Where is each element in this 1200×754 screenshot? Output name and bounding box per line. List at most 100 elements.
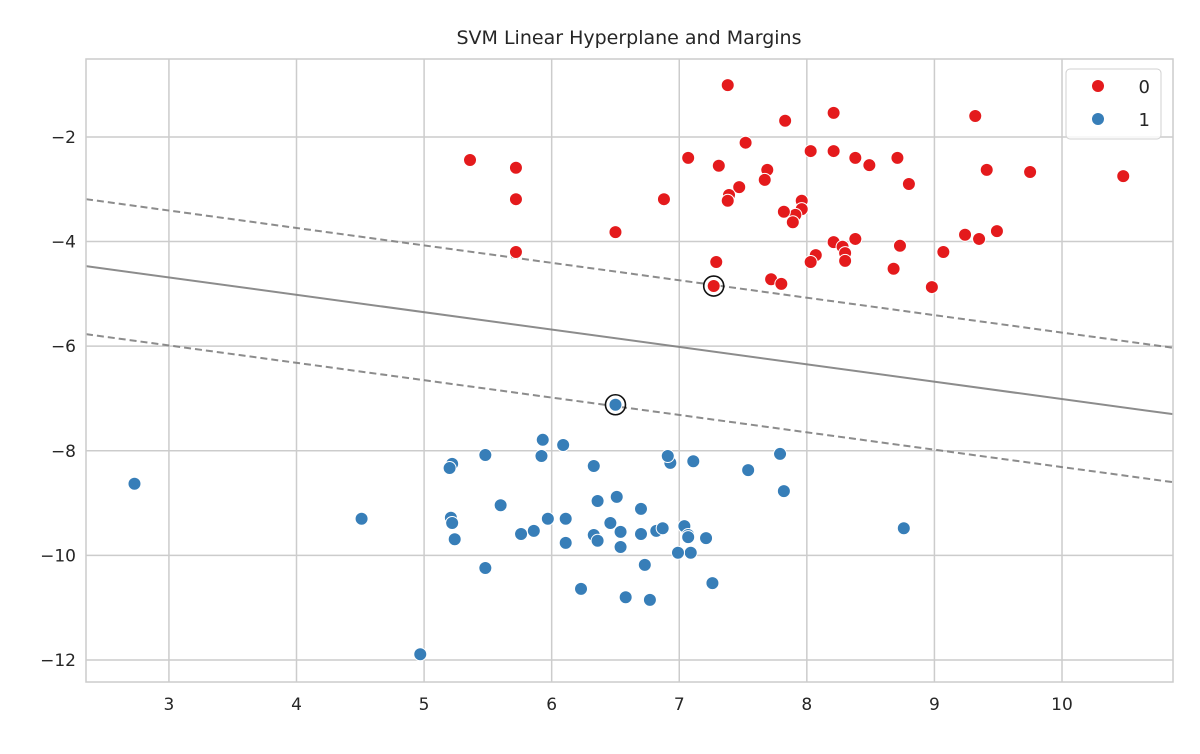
- data-point-class-1: [609, 489, 624, 504]
- data-point-class-0: [958, 227, 973, 242]
- data-point-class-0: [886, 261, 901, 276]
- legend-marker-0: [1092, 80, 1104, 92]
- data-point-class-0: [776, 204, 791, 219]
- data-point-class-1: [705, 576, 720, 591]
- y-tick-label: −4: [51, 233, 76, 253]
- data-point-class-1: [603, 515, 618, 530]
- data-point-class-1: [776, 484, 791, 499]
- margin-line: [85, 198, 1174, 349]
- data-point-class-1: [535, 432, 550, 447]
- data-point-class-1: [686, 454, 701, 469]
- data-point-class-0: [803, 254, 818, 269]
- data-point-class-1: [514, 526, 529, 541]
- data-point-class-0: [1023, 164, 1038, 179]
- legend-label-1: 1: [1139, 110, 1150, 131]
- data-point-class-0: [890, 150, 905, 165]
- data-point-class-1: [642, 592, 657, 607]
- legend-box: [1065, 68, 1162, 140]
- data-point-class-0: [774, 276, 789, 291]
- data-point-class-0: [803, 144, 818, 159]
- x-tick-label: 6: [546, 695, 557, 715]
- data-point-class-0: [720, 78, 735, 93]
- data-point-class-0: [972, 231, 987, 246]
- data-point-class-0: [848, 150, 863, 165]
- data-point-class-1: [741, 463, 756, 478]
- data-point-class-0: [785, 215, 800, 230]
- data-point-class-1: [590, 533, 605, 548]
- x-tick-label: 4: [291, 695, 302, 715]
- data-point-class-1: [442, 461, 457, 476]
- data-point-class-0: [732, 180, 747, 195]
- data-point-class-1: [613, 524, 628, 539]
- data-point-class-1: [478, 447, 493, 462]
- support-vector-ring: [702, 275, 725, 297]
- data-point-class-1: [660, 449, 675, 464]
- data-point-class-1: [590, 494, 605, 509]
- data-point-class-1: [558, 511, 573, 526]
- legend-marker-1: [1092, 113, 1104, 125]
- y-tick-label: −12: [40, 651, 76, 671]
- data-point-class-1: [540, 511, 555, 526]
- data-point-class-1: [413, 647, 428, 662]
- data-point-class-0: [826, 144, 841, 159]
- legend-label-0: 0: [1139, 77, 1150, 98]
- data-point-class-1: [633, 501, 648, 516]
- legend: 0 1: [1065, 68, 1162, 140]
- data-point-class-1: [773, 446, 788, 461]
- data-point-class-1: [633, 526, 648, 541]
- data-point-class-0: [706, 279, 721, 294]
- data-point-class-0: [989, 224, 1004, 239]
- data-point-class-1: [681, 530, 696, 545]
- margin-line: [85, 333, 1174, 484]
- x-tick-label: 9: [929, 695, 940, 715]
- x-tick-label: 3: [164, 695, 175, 715]
- data-point-class-1: [618, 590, 633, 605]
- data-point-class-1: [445, 515, 460, 530]
- data-point-class-0: [1116, 169, 1131, 184]
- data-point-class-0: [901, 177, 916, 192]
- data-point-class-1: [608, 397, 623, 412]
- data-point-class-0: [711, 158, 726, 173]
- data-point-class-1: [637, 557, 652, 572]
- data-point-class-1: [699, 531, 714, 546]
- data-point-class-0: [656, 192, 671, 207]
- y-tick-label: −8: [51, 442, 76, 462]
- data-point-class-0: [608, 225, 623, 240]
- x-tick-label: 7: [674, 695, 685, 715]
- data-point-class-0: [463, 152, 478, 167]
- data-point-class-1: [655, 521, 670, 536]
- data-point-class-1: [896, 521, 911, 536]
- data-point-class-0: [738, 135, 753, 150]
- data-point-class-1: [613, 540, 628, 555]
- data-point-class-0: [681, 150, 696, 165]
- data-point-class-0: [936, 245, 951, 260]
- data-point-class-0: [924, 280, 939, 295]
- plot-frame: [85, 58, 1174, 683]
- data-point-class-0: [508, 245, 523, 260]
- data-point-class-1: [556, 438, 571, 453]
- chart-title: SVM Linear Hyperplane and Margins: [456, 27, 801, 49]
- data-point-class-0: [979, 162, 994, 177]
- x-tick-label: 8: [801, 695, 812, 715]
- data-point-class-0: [892, 238, 907, 253]
- data-point-class-1: [493, 498, 508, 513]
- data-point-class-0: [826, 105, 841, 120]
- data-point-class-1: [670, 545, 685, 560]
- data-point-class-0: [848, 231, 863, 246]
- data-point-class-0: [778, 113, 793, 128]
- y-tick-label: −2: [51, 128, 76, 148]
- data-point-class-0: [508, 192, 523, 207]
- y-tick-label: −6: [51, 337, 76, 357]
- data-point-class-0: [508, 160, 523, 175]
- data-point-class-1: [354, 511, 369, 526]
- data-point-class-1: [447, 532, 462, 547]
- data-point-class-1: [534, 449, 549, 464]
- data-point-class-1: [574, 581, 589, 596]
- data-point-class-0: [720, 193, 735, 208]
- data-point-class-1: [586, 458, 601, 473]
- x-tick-label: 10: [1051, 695, 1073, 715]
- data-point-class-0: [757, 172, 772, 187]
- data-point-class-0: [968, 109, 983, 124]
- data-point-class-1: [683, 545, 698, 560]
